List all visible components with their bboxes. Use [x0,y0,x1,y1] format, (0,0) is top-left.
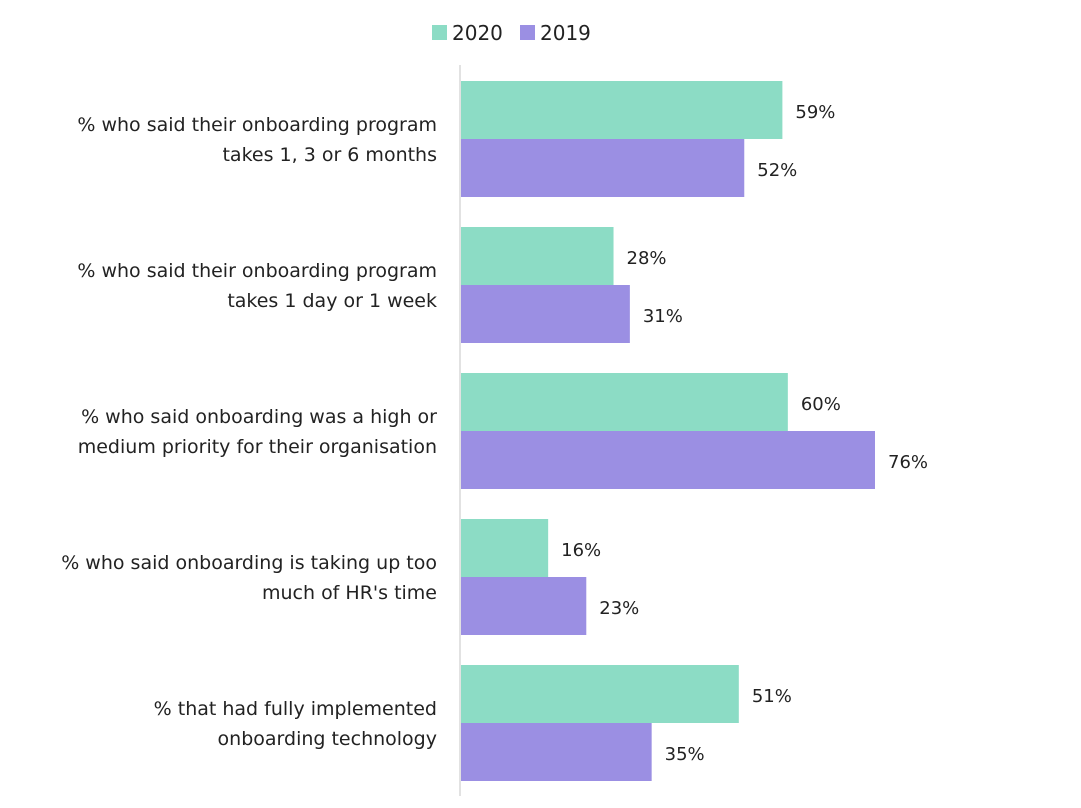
bar-2019 [461,577,587,635]
category-label: medium priority for their organisation [78,436,437,458]
legend-swatch-2019 [520,25,535,40]
data-label-2019: 35% [665,744,705,765]
data-label-2019: 52% [757,160,797,181]
bar-2019 [461,139,745,197]
bar-2020 [461,227,614,285]
category-label: % who said their onboarding program [77,114,437,136]
bar-2019 [461,723,652,781]
data-label-2020: 60% [801,394,841,415]
category-label: takes 1 day or 1 week [227,290,437,312]
category-label: takes 1, 3 or 6 months [222,144,437,166]
category-label: onboarding technology [218,728,437,750]
category-label: much of HR's time [262,582,437,604]
data-label-2020: 16% [561,540,601,561]
data-label-2019: 23% [599,598,639,619]
data-label-2020: 28% [627,248,667,269]
bar-2020 [461,519,549,577]
bar-2020 [461,373,788,431]
bar-2020 [461,665,739,723]
data-label-2020: 51% [752,686,792,707]
category-label: % that had fully implemented [154,698,437,720]
legend-label-2020: 2020 [452,21,503,45]
data-label-2020: 59% [795,102,835,123]
bar-2020 [461,81,783,139]
bar-2019 [461,431,875,489]
data-label-2019: 76% [888,452,928,473]
legend-label-2019: 2019 [540,21,591,45]
bar-2019 [461,285,630,343]
category-label: % who said onboarding was a high or [81,406,437,428]
data-label-2019: 31% [643,306,683,327]
category-label: % who said their onboarding program [77,260,437,282]
legend-swatch-2020 [432,25,447,40]
category-label: % who said onboarding is taking up too [61,552,437,574]
